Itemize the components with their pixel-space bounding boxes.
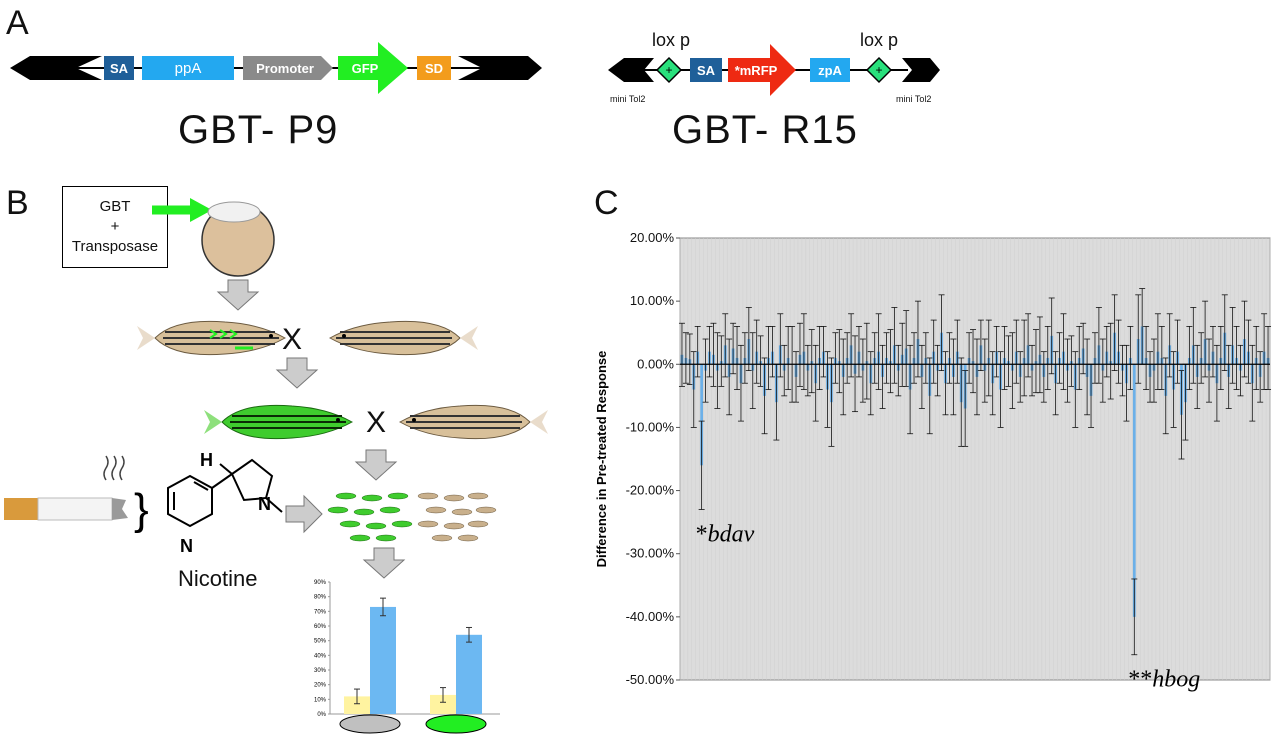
- cigarette-icon: [4, 497, 128, 521]
- cross-symbol-2: X: [366, 406, 387, 439]
- data-bar: [1132, 364, 1136, 617]
- inset-bar-chart: 0% 10% 20% 30% 40% 50% 60% 70% 80% 90%: [314, 580, 500, 734]
- r15-lox-left-diamond: [655, 56, 683, 84]
- down-arrow-icon-4: [362, 547, 406, 579]
- r15-mini-tol2-left: mini Tol2: [610, 94, 646, 104]
- r15-left-mini-tol2: [608, 58, 654, 82]
- p9-ppa-block: ppA: [142, 56, 234, 80]
- p9-sa-block: SA: [104, 56, 134, 80]
- r15-mini-tol2-right: mini Tol2: [896, 94, 932, 104]
- r15-lox-right-label: lox p: [860, 30, 899, 50]
- data-bar: [700, 364, 703, 466]
- panel-label-c: C: [594, 184, 619, 222]
- inset-y-tick: 0%: [317, 712, 326, 718]
- wildtype-fish-icon-1: [328, 320, 478, 356]
- founder-fish-icon: [137, 320, 287, 356]
- gene-annotation-bdav: *bdav: [696, 522, 755, 548]
- right-arrow-icon: [285, 494, 323, 534]
- r15-right-mini-tol2: [902, 58, 940, 82]
- inset-bar: [344, 696, 370, 714]
- gfp-larvae-group-icon: [327, 492, 413, 542]
- injection-line-3: Transposase: [71, 238, 159, 255]
- y-tick-label: 0.00%: [637, 356, 674, 371]
- gbt-r15-title: GBT- R15: [672, 108, 858, 152]
- inset-y-tick: 70%: [314, 609, 327, 615]
- inset-y-tick: 20%: [314, 683, 327, 689]
- cross-symbol-1: X: [282, 323, 303, 356]
- molecule-n-pyrrolidine: N: [258, 494, 271, 514]
- promoter-arrow-shape: [243, 56, 333, 80]
- workflow-illustration: } H N N: [4, 198, 548, 579]
- gbt-r15-construct: + +: [608, 56, 944, 86]
- gray-group-oval: [339, 714, 401, 734]
- r15-mrfp-label: *mRFP: [734, 62, 778, 78]
- inset-y-tick: 80%: [314, 595, 327, 601]
- gfp-arrow-shape: [338, 42, 408, 94]
- inset-y-tick: 40%: [314, 653, 327, 659]
- panel-label-b: B: [6, 184, 29, 222]
- p9-gfp-block: GFP: [338, 42, 408, 94]
- p9-promoter-block: Promoter: [243, 56, 333, 80]
- inset-y-tick: 60%: [314, 624, 327, 630]
- embryo-icon: [201, 201, 275, 277]
- injection-line-1: GBT: [99, 198, 131, 215]
- gbt-r15-diagram: + +: [608, 56, 940, 84]
- y-tick-label: -10.00%: [626, 419, 675, 434]
- r15-zpa-block: zpA: [810, 58, 850, 82]
- y-tick-label: -20.00%: [626, 483, 675, 498]
- molecule-h-label: H: [200, 450, 213, 470]
- inset-bar: [430, 694, 456, 714]
- main-bar-chart: 20.00% 10.00% 0.00% -10.00% -20.00% -30.00% -4…: [594, 230, 1272, 693]
- p9-promoter-label: Promoter: [256, 60, 314, 76]
- inset-bar: [370, 606, 396, 714]
- inset-bar: [456, 634, 482, 714]
- wildtype-larvae-group-icon: [417, 492, 497, 542]
- r15-lox-right-diamond: [865, 56, 893, 84]
- y-tick-label: -50.00%: [626, 672, 675, 687]
- p9-sd-block: SD: [417, 56, 451, 80]
- y-axis-label: Difference in Pre-treated Response: [594, 351, 609, 568]
- injection-line-2: +: [110, 218, 120, 235]
- curly-brace-icon: }: [134, 485, 149, 534]
- inset-y-tick: 30%: [314, 668, 327, 674]
- inset-y-tick: 50%: [314, 639, 327, 645]
- p9-left-tol2-arm: [10, 56, 102, 80]
- svg-text:+: +: [665, 63, 672, 77]
- y-tick-label: -30.00%: [626, 546, 675, 561]
- p9-right-tol2-arm: [458, 56, 542, 80]
- nicotine-molecule-icon: [167, 458, 283, 528]
- wildtype-fish-icon-2: [398, 404, 548, 440]
- r15-sa-block: SA: [690, 58, 722, 82]
- panel-label-a: A: [6, 4, 29, 42]
- down-arrow-icon-3: [354, 449, 398, 481]
- r15-lox-left-label: lox p: [652, 30, 691, 50]
- svg-text:+: +: [875, 63, 882, 77]
- inset-y-tick: 10%: [314, 697, 327, 703]
- r15-mrfp-block: *mRFP: [728, 44, 796, 96]
- p9-gfp-label: GFP: [351, 60, 379, 76]
- green-group-oval: [425, 714, 487, 734]
- molecule-n-pyridine: N: [180, 536, 193, 556]
- y-tick-label: -40.00%: [626, 609, 675, 624]
- gbt-p9-title: GBT- P9: [178, 108, 339, 152]
- gfp-fish-icon: [204, 404, 354, 440]
- down-arrow-icon-1: [216, 279, 260, 311]
- smoke-icon: [103, 455, 125, 481]
- y-tick-label: 20.00%: [630, 230, 675, 245]
- injection-arrow-icon: [152, 198, 212, 222]
- inset-y-tick: 90%: [314, 580, 327, 586]
- nicotine-label: Nicotine: [178, 566, 258, 591]
- gene-annotation-hbog: **hbog: [1128, 667, 1200, 693]
- down-arrow-icon-2: [275, 357, 319, 389]
- mrfp-arrow-shape: [728, 44, 796, 96]
- injection-box: GBT + Transposase: [62, 186, 168, 268]
- y-tick-label: 10.00%: [630, 293, 675, 308]
